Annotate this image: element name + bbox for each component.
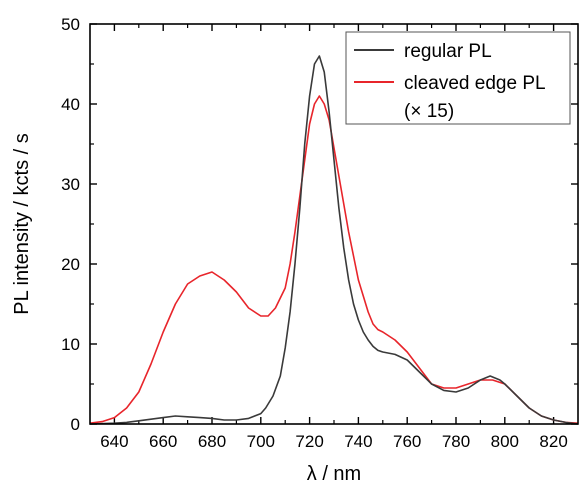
x-tick-label: 820 bbox=[539, 432, 567, 451]
x-tick-label: 700 bbox=[247, 432, 275, 451]
legend-box bbox=[345, 31, 571, 125]
x-tick-label: 740 bbox=[344, 432, 372, 451]
x-tick-label: 640 bbox=[100, 432, 128, 451]
x-tick-label: 680 bbox=[198, 432, 226, 451]
y-tick-label: 30 bbox=[61, 175, 80, 194]
x-tick-label: 660 bbox=[149, 432, 177, 451]
axis-ticks: 640 660 680 700 720 740 760 780 800 820 0 10 20 30 40 5… bbox=[61, 15, 578, 451]
y-tick-label: 40 bbox=[61, 95, 80, 114]
legend: regular PL cleaved edge PL (× 15) bbox=[345, 31, 571, 125]
x-tick-label: 800 bbox=[491, 432, 519, 451]
legend-label-cleaved: cleaved edge PL bbox=[404, 73, 546, 94]
y-axis-label: PL intensity / kcts / s bbox=[11, 133, 33, 315]
x-tick-label: 720 bbox=[295, 432, 323, 451]
series-line-regular-pl bbox=[89, 55, 579, 425]
x-tick-label: 780 bbox=[442, 432, 470, 451]
y-tick-label: 10 bbox=[61, 335, 80, 354]
y-tick-label: 20 bbox=[61, 255, 80, 274]
series-layer bbox=[89, 55, 579, 425]
plot-frame bbox=[89, 23, 579, 425]
legend-label-regular: regular PL bbox=[404, 41, 492, 62]
y-tick-label: 0 bbox=[71, 415, 80, 434]
y-tick-label: 50 bbox=[61, 15, 80, 34]
x-axis-label: λ / nm bbox=[307, 463, 361, 485]
x-tick-label: 760 bbox=[393, 432, 421, 451]
series-line-cleaved-edge-pl bbox=[89, 95, 579, 424]
legend-note: (× 15) bbox=[404, 101, 454, 122]
